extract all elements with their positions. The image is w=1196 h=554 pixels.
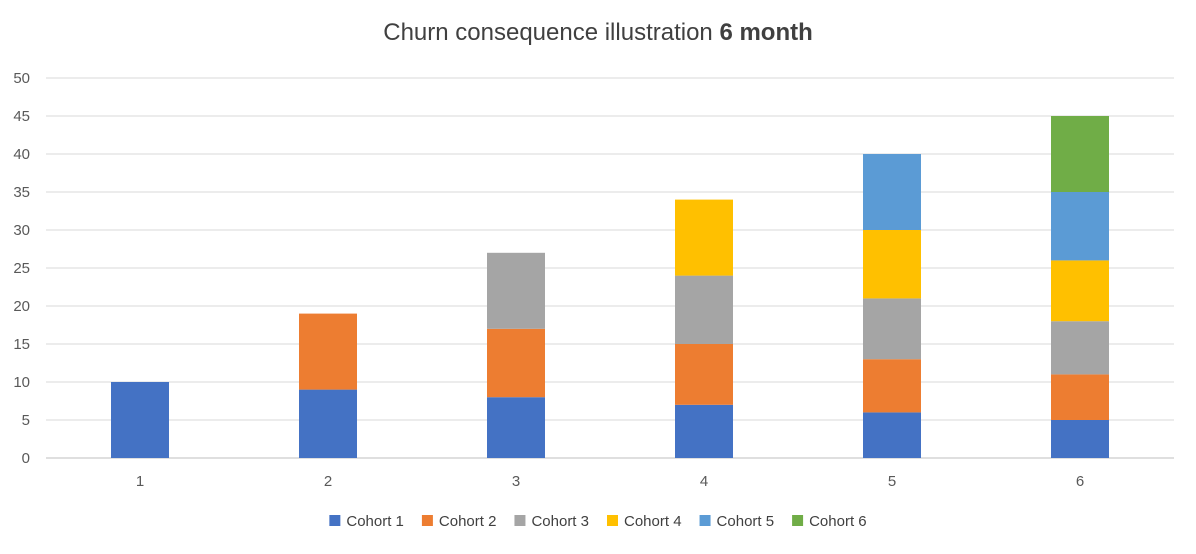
legend: Cohort 1 Cohort 2 Cohort 3 Cohort 4 Cohort 5… bbox=[329, 513, 867, 530]
bar-segment bbox=[1051, 321, 1109, 375]
legend-swatch bbox=[699, 515, 711, 526]
legend-swatch bbox=[607, 515, 618, 526]
x-tick-label: 1 bbox=[136, 473, 144, 490]
bar-segment bbox=[675, 199, 733, 276]
bar-segment bbox=[1051, 116, 1109, 192]
x-tick-label: 2 bbox=[324, 473, 332, 490]
bar-segment bbox=[487, 328, 545, 398]
legend-label: Cohort 3 bbox=[531, 513, 589, 530]
y-tick-label: 40 bbox=[13, 146, 30, 163]
bar-segment bbox=[863, 298, 921, 360]
bar-segment bbox=[487, 252, 545, 329]
chart-title-emphasis: 6 month bbox=[719, 19, 812, 46]
legend-label: Cohort 6 bbox=[809, 513, 867, 530]
legend-item: Cohort 5 bbox=[699, 513, 775, 530]
legend-swatch bbox=[329, 515, 341, 526]
bar-segment bbox=[863, 230, 921, 299]
y-tick-label: 5 bbox=[22, 412, 30, 429]
x-tick-label: 3 bbox=[512, 473, 520, 490]
bar-segment bbox=[299, 389, 357, 458]
gridlines bbox=[46, 77, 1174, 459]
legend-label: Cohort 1 bbox=[346, 513, 404, 530]
legend-label: Cohort 2 bbox=[439, 513, 497, 530]
bar-segment bbox=[299, 313, 357, 390]
chart-title-main: Churn consequence illustration bbox=[383, 19, 713, 46]
bar-segment bbox=[487, 397, 545, 458]
y-tick-label: 10 bbox=[13, 374, 30, 391]
chart-title: Churn consequence illustration 6 month bbox=[383, 19, 813, 46]
legend-item: Cohort 1 bbox=[329, 513, 404, 530]
bar-segment bbox=[675, 404, 733, 458]
legend-item: Cohort 4 bbox=[607, 513, 682, 530]
bar-segment bbox=[111, 382, 169, 458]
legend-item: Cohort 6 bbox=[792, 513, 867, 530]
legend-item: Cohort 2 bbox=[421, 513, 497, 530]
y-tick-label: 0 bbox=[22, 450, 30, 467]
x-tick-label: 5 bbox=[888, 473, 896, 490]
bar-segment bbox=[675, 344, 733, 405]
x-tick-label: 4 bbox=[700, 473, 708, 490]
x-axis-ticks: 1 2 3 4 5 6 bbox=[136, 473, 1084, 490]
bars bbox=[111, 116, 1109, 458]
y-tick-label: 25 bbox=[13, 260, 30, 277]
y-axis-ticks: 0 5 10 15 20 25 30 35 40 45 50 bbox=[13, 70, 30, 467]
y-tick-label: 20 bbox=[13, 298, 30, 315]
x-tick-label: 6 bbox=[1076, 473, 1084, 490]
bar-segment bbox=[675, 275, 733, 344]
legend-swatch bbox=[792, 515, 804, 526]
bar-segment bbox=[1051, 260, 1109, 322]
y-tick-label: 50 bbox=[13, 70, 30, 87]
legend-swatch bbox=[514, 515, 526, 526]
y-tick-label: 30 bbox=[13, 222, 30, 239]
legend-label: Cohort 5 bbox=[717, 513, 775, 530]
bar-segment bbox=[1051, 374, 1109, 420]
legend-item: Cohort 3 bbox=[514, 513, 589, 530]
y-tick-label: 45 bbox=[13, 108, 30, 125]
bar-segment bbox=[1051, 420, 1109, 458]
y-tick-label: 15 bbox=[13, 336, 30, 353]
legend-swatch bbox=[421, 515, 433, 526]
bar-segment bbox=[863, 412, 921, 458]
legend-label: Cohort 4 bbox=[624, 513, 682, 530]
bar-segment bbox=[863, 359, 921, 413]
y-tick-label: 35 bbox=[13, 184, 30, 201]
bar-segment bbox=[863, 154, 921, 230]
bar-segment bbox=[1051, 192, 1109, 261]
